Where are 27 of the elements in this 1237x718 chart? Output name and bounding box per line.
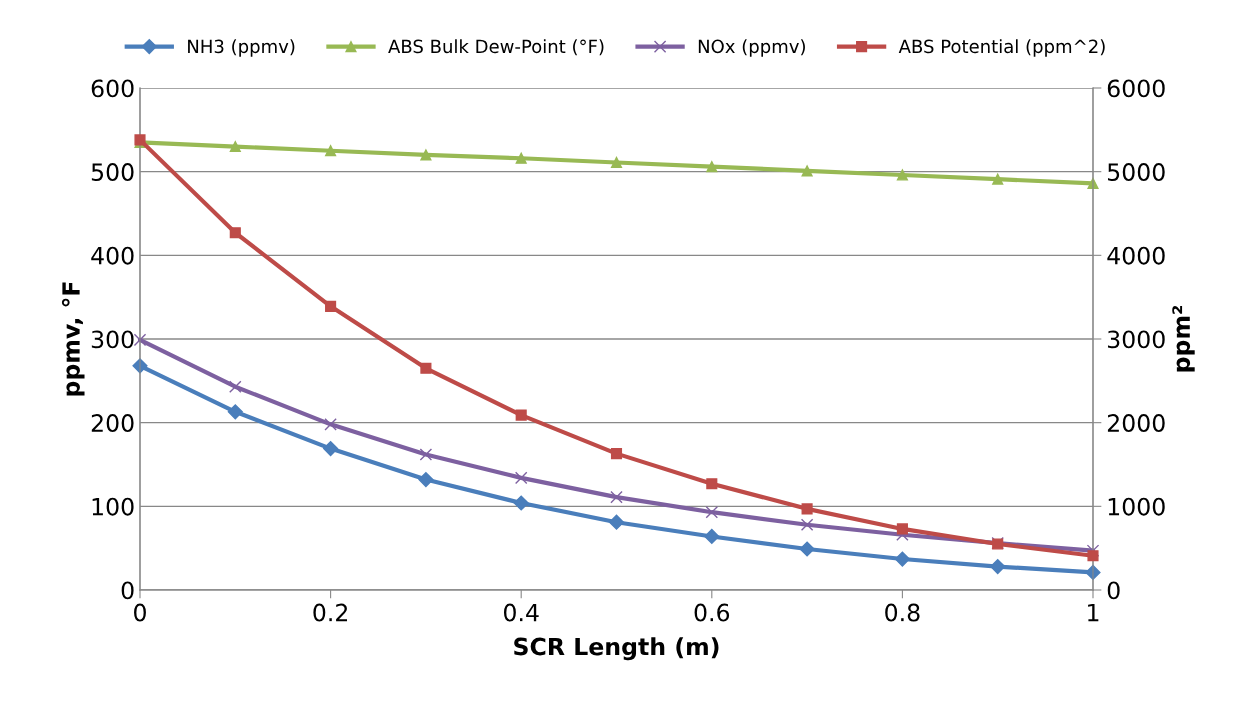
y-tick-label: 0	[121, 581, 134, 600]
y-tick-label: 400	[91, 246, 134, 265]
x-axis-title: SCR Length (m)	[514, 637, 719, 661]
x-tick-label: 0.6	[694, 603, 730, 622]
x-tick-label: 0.4	[503, 603, 539, 622]
legend-label: NH3 (ppmv)	[188, 39, 295, 57]
y2-tick-label: 3000	[1107, 330, 1165, 349]
legend-label: NOx (ppmv)	[698, 39, 805, 57]
x-tick-label: 0.2	[313, 603, 348, 622]
y2-tick-label: 4000	[1107, 246, 1165, 265]
y2-tick-label: 1000	[1108, 497, 1165, 516]
y-tick-label: 100	[92, 497, 134, 516]
y2-tick-label: 0	[1107, 581, 1120, 600]
y-tick-label: 200	[91, 414, 134, 432]
y2-tick-label: 5000	[1108, 163, 1165, 181]
legend-label: ABS Bulk Dew-Point (°F)	[388, 39, 604, 56]
y-tick-label: 600	[91, 79, 134, 98]
y2-axis-title: ppm²	[1172, 305, 1195, 372]
x-tick-label: 0.8	[885, 603, 920, 622]
y-tick-label: 500	[91, 163, 134, 181]
y-tick-label: 300	[91, 330, 134, 349]
legend-label: ABS Potential (ppm^2)	[898, 39, 1105, 57]
x-tick-label: 0	[134, 603, 146, 622]
y2-tick-label: 2000	[1107, 414, 1165, 432]
y-axis-title: ppmv, °F	[61, 282, 85, 396]
x-tick-label: 1	[1088, 603, 1099, 622]
y2-tick-label: 6000	[1107, 79, 1165, 98]
